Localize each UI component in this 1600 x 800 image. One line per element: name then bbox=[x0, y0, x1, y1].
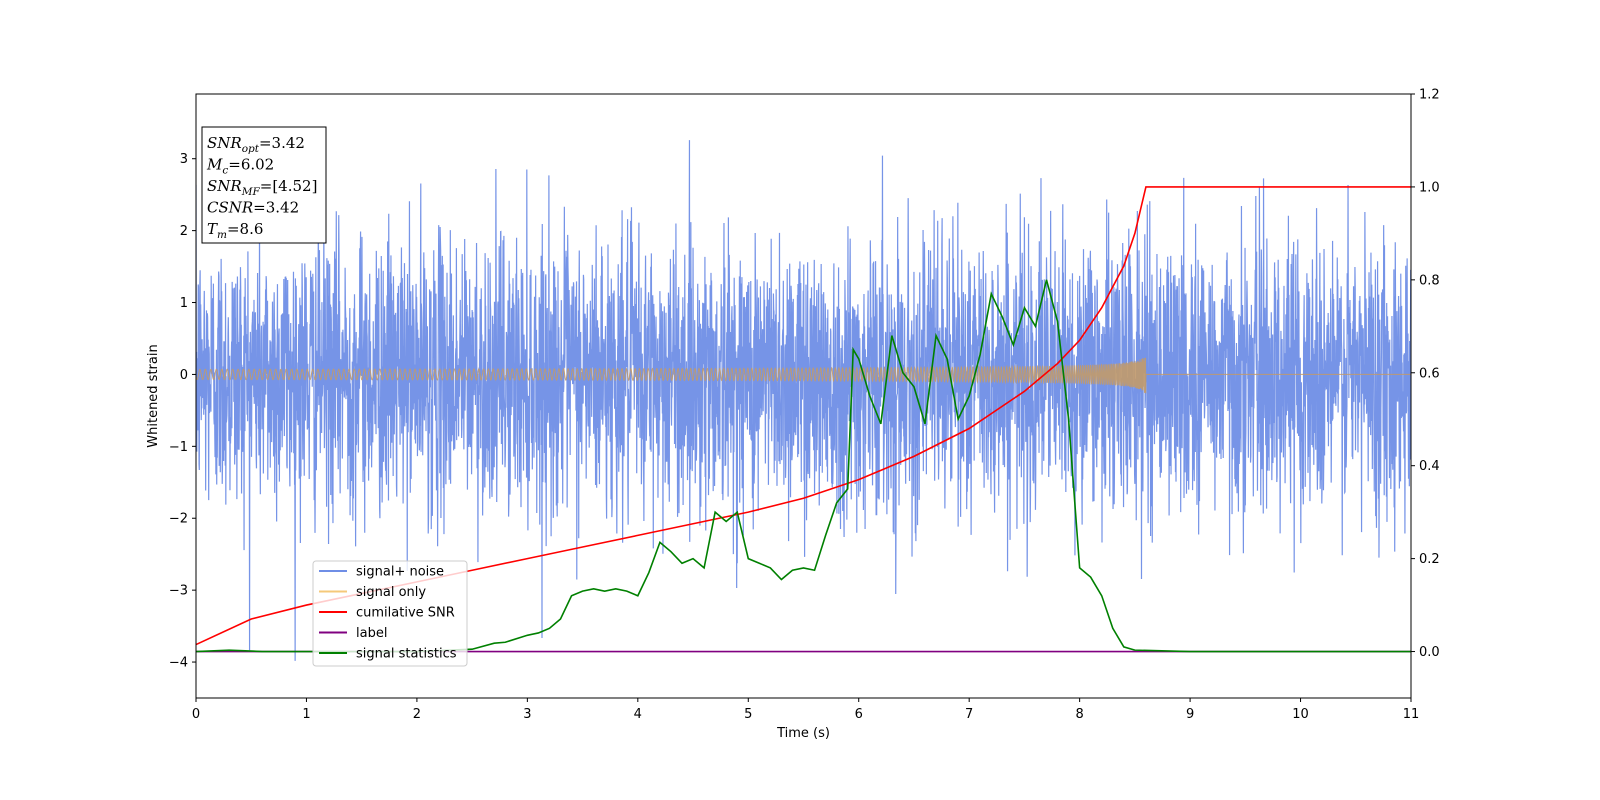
y-right-tick-label: 0.0 bbox=[1419, 645, 1440, 660]
x-tick-label: 6 bbox=[855, 707, 863, 722]
y-left-tick-label: −4 bbox=[169, 656, 188, 671]
x-tick-label: 8 bbox=[1075, 707, 1083, 722]
x-axis-label: Time (s) bbox=[776, 726, 830, 741]
x-tick-label: 1 bbox=[302, 707, 310, 722]
legend-label: signal statistics bbox=[356, 647, 457, 662]
y-right-tick-label: 0.2 bbox=[1419, 552, 1440, 567]
legend-box bbox=[312, 560, 468, 667]
y-left-tick-label: −3 bbox=[169, 584, 188, 599]
y-left-tick-label: −2 bbox=[169, 512, 188, 527]
x-tick-label: 4 bbox=[634, 707, 642, 722]
y-right-tick-label: 0.8 bbox=[1419, 273, 1440, 288]
legend-label: label bbox=[356, 626, 387, 641]
annotation-line: SNRopt=3.42 bbox=[207, 134, 305, 155]
x-tick-label: 10 bbox=[1292, 707, 1309, 722]
axes bbox=[192, 93, 1415, 702]
x-tick-label: 7 bbox=[965, 707, 973, 722]
annotation-line: Tm=8.6 bbox=[207, 220, 263, 241]
y-left-tick-label: 3 bbox=[180, 152, 188, 167]
y-left-tick-label: 1 bbox=[180, 296, 188, 311]
y-right-tick-label: 1.0 bbox=[1419, 180, 1440, 195]
series-signal-noise-line bbox=[196, 140, 1411, 661]
x-tick-label: 2 bbox=[413, 707, 421, 722]
annotation-line: SNRMF=[4.52] bbox=[207, 177, 317, 198]
y-right-tick-label: 0.4 bbox=[1419, 459, 1440, 474]
x-tick-label: 0 bbox=[192, 707, 200, 722]
x-tick-label: 3 bbox=[523, 707, 531, 722]
legend-label: cumilative SNR bbox=[356, 606, 455, 621]
x-tick-label: 9 bbox=[1186, 707, 1194, 722]
plot-frame bbox=[195, 93, 1412, 699]
x-tick-label: 5 bbox=[744, 707, 752, 722]
y-right-tick-label: 1.2 bbox=[1419, 88, 1440, 103]
chart-text: 0 1 2 3 4 5 6 7 8 9 10 11 −4 −3 −2 −1 0 1 2 3 0.0 0.2 0.4 0.6 0.… bbox=[146, 88, 1440, 742]
series-signal-statistics-line bbox=[196, 279, 1411, 653]
y-left-tick-label: −1 bbox=[169, 440, 188, 455]
y-left-tick-label: 0 bbox=[180, 368, 188, 383]
y-right-tick-label: 0.6 bbox=[1419, 366, 1440, 381]
legend-label: signal+ noise bbox=[356, 565, 444, 580]
annotation-line: CSNR=3.42 bbox=[207, 199, 299, 217]
y-left-tick-label: 2 bbox=[180, 224, 188, 239]
series-signal-only-line bbox=[196, 357, 1411, 394]
annotation-box bbox=[201, 126, 327, 244]
x-tick-label: 11 bbox=[1403, 707, 1420, 722]
y-axis-label: Whitened strain bbox=[146, 344, 161, 447]
annotation-line: Mc=6.02 bbox=[206, 156, 274, 177]
legend-label: signal only bbox=[356, 585, 426, 600]
